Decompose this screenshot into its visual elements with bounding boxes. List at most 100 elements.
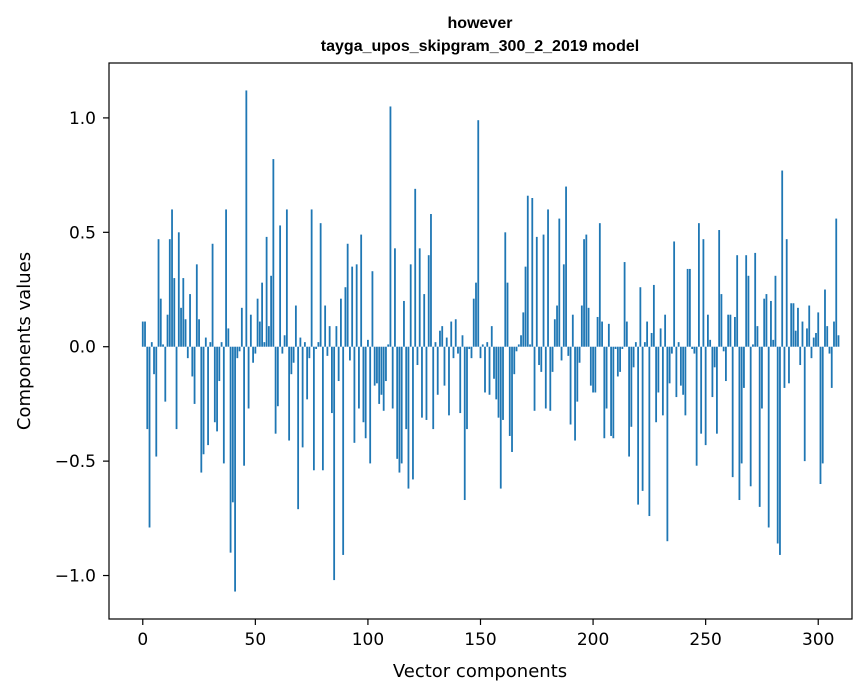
bar-146 [470,346,473,359]
y-tick-label: 0.0 [69,338,96,358]
bar-158 [497,346,500,418]
bar-4 [150,342,153,347]
bar-226 [650,332,653,347]
bar-170 [524,266,527,347]
bar-108 [385,346,387,382]
bar-26 [200,346,203,473]
bar-53 [261,282,263,347]
bar-304 [826,326,829,347]
bar-36 [222,346,225,464]
bar-161 [504,232,507,347]
bar-269 [747,275,750,347]
bar-73 [306,346,309,400]
bar-113 [396,346,399,459]
bar-308 [835,218,838,347]
bar-250 [704,346,707,446]
bar-133 [441,326,444,347]
y-axis-label: Components values [14,252,35,430]
bar-149 [477,120,480,347]
bar-272 [754,252,757,347]
bar-134 [443,346,446,386]
bar-219 [634,342,637,347]
bar-58 [272,159,275,347]
bar-171 [526,195,529,347]
bar-309 [837,335,840,347]
bar-181 [549,346,552,411]
bar-244 [691,346,694,350]
bar-126 [425,346,428,420]
bar-68 [294,305,297,347]
bar-208 [610,346,612,436]
bar-265 [738,346,741,501]
x-axis-label: Vector components [393,661,567,682]
bar-235 [670,346,673,354]
bar-124 [421,346,423,418]
bar-163 [508,346,511,436]
bar-78 [317,342,320,347]
bar-283 [779,346,781,555]
bar-6 [155,346,158,457]
bar-90 [344,287,347,347]
bar-143 [463,346,466,501]
bar-291 [797,307,799,347]
bar-59 [274,346,277,434]
bar-174 [533,346,536,411]
bar-138 [452,346,455,359]
bar-285 [783,346,786,388]
bar-151 [481,344,484,347]
bar-153 [486,342,489,347]
bar-86 [335,326,338,347]
bar-141 [459,346,462,414]
x-tick-label: 100 [352,630,384,650]
bar-120 [412,346,414,480]
bar-114 [398,346,401,473]
bar-20 [186,346,189,359]
bar-55 [265,236,268,347]
bar-112 [394,248,396,347]
bar-25 [198,319,200,347]
bar-256 [718,230,721,347]
bar-212 [619,346,621,372]
bar-75 [310,209,313,347]
bar-40 [231,346,234,503]
bar-156 [493,346,495,379]
bar-206 [605,346,608,409]
bar-29 [207,346,209,446]
bar-147 [472,298,475,347]
bar-123 [418,248,421,347]
bar-111 [391,346,394,409]
plot-frame [108,62,853,620]
bar-234 [668,346,671,384]
bar-249 [702,239,705,347]
bar-194 [578,346,581,363]
bar-12 [168,239,171,347]
bar-159 [499,346,502,489]
bar-179 [544,346,547,409]
bar-19 [184,319,187,347]
x-tick-label: 50 [245,630,267,650]
bar-132 [439,330,441,347]
bar-99 [364,346,367,439]
bar-101 [369,346,372,464]
bar-13 [171,209,173,347]
bar-100 [367,339,369,347]
chart-subtitle: tayga_upos_skipgram_300_2_2019 model [321,38,639,55]
bar-185 [558,218,561,347]
bar-24 [195,264,198,347]
bar-298 [812,337,815,347]
bar-98 [362,346,365,423]
bar-51 [256,298,259,347]
bar-33 [216,346,218,432]
bar-221 [639,287,642,347]
bar-191 [571,314,574,347]
bar-67 [292,346,295,363]
bar-189 [567,346,570,356]
bar-193 [576,346,579,402]
bar-224 [646,321,649,347]
bar-284 [781,170,784,347]
bar-254 [713,346,716,368]
bar-286 [785,239,788,347]
bar-142 [461,335,464,347]
bar-247 [698,223,700,347]
bar-246 [695,346,698,466]
